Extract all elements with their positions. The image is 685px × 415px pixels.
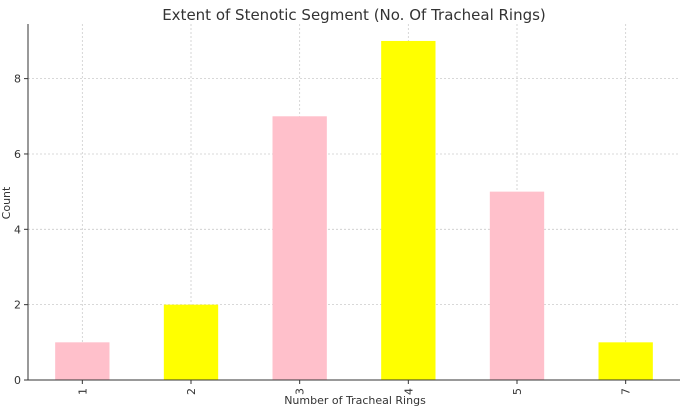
tick-labels: 0 2 4 6 8 1 2 3 4 5 7 [14, 73, 633, 395]
y-tick-label: 8 [14, 73, 21, 86]
x-tick-label: 5 [511, 388, 524, 395]
x-tick-label: 1 [76, 388, 89, 395]
bar-3 [272, 116, 327, 380]
bar-4 [381, 40, 436, 380]
y-tick-label: 2 [14, 299, 21, 312]
bar-1 [55, 342, 110, 380]
y-axis-label: Count [0, 186, 13, 219]
gridlines [28, 24, 680, 380]
chart-title: Extent of Stenotic Segment (No. Of Trach… [162, 6, 546, 24]
y-tick-label: 4 [14, 223, 21, 236]
bar-5 [489, 191, 545, 380]
x-tick-label: 4 [402, 388, 415, 395]
x-tick-label: 3 [294, 388, 307, 395]
axes [24, 24, 680, 384]
x-tick-label: 7 [620, 388, 633, 395]
y-tick-label: 6 [14, 148, 21, 161]
bars [55, 40, 653, 380]
bar-2 [163, 304, 219, 380]
bar-7 [598, 342, 653, 380]
x-tick-label: 2 [185, 388, 198, 395]
y-tick-label: 0 [14, 374, 21, 387]
x-axis-label: Number of Tracheal Rings [284, 394, 426, 407]
